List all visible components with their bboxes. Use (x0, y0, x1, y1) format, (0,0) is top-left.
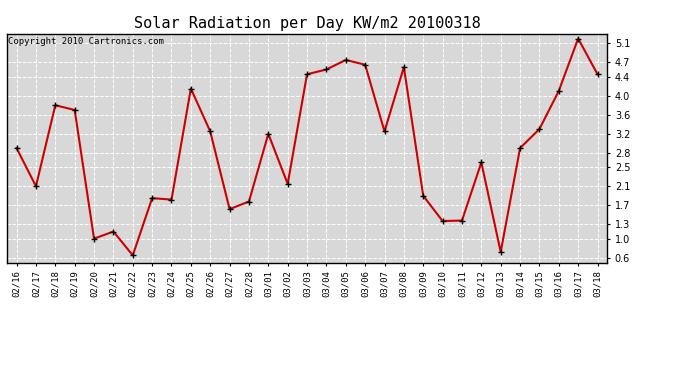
Text: Copyright 2010 Cartronics.com: Copyright 2010 Cartronics.com (8, 37, 164, 46)
Title: Solar Radiation per Day KW/m2 20100318: Solar Radiation per Day KW/m2 20100318 (134, 16, 480, 31)
